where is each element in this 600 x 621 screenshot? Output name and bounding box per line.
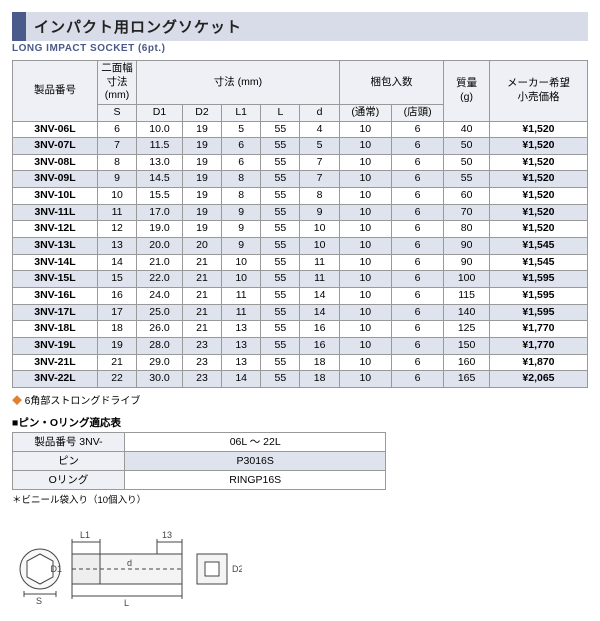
table-row: 3NV-17L1725.021115514106140¥1,595 <box>13 304 588 321</box>
page-title: インパクト用ロングソケット <box>26 12 588 41</box>
table-row: 3NV-16L1624.021115514106115¥1,595 <box>13 287 588 304</box>
svg-text:S: S <box>36 596 42 606</box>
table-row: 3NV-21L2129.023135518106160¥1,870 <box>13 354 588 371</box>
table-row: 3NV-22L2230.023145518106165¥2,065 <box>13 371 588 388</box>
ring-row: OリングRINGP16S <box>13 470 386 489</box>
ring-heading: ■ピン・Oリング適応表 <box>12 415 588 430</box>
page-subtitle: LONG IMPACT SOCKET (6pt.) <box>12 43 588 54</box>
ring-row: ピンP3016S <box>13 451 386 470</box>
ring-table: 製品番号 3NV-06L ～ 22LピンP3016SOリングRINGP16S <box>12 432 386 490</box>
svg-text:L1: L1 <box>80 530 90 540</box>
table-row: 3NV-15L1522.021105511106100¥1,595 <box>13 271 588 288</box>
strong-drive-text: 6角部ストロングドライブ <box>25 396 141 407</box>
spec-table: 製品番号 二面幅寸法(mm) 寸法 (mm) 梱包入数 質量(g) メーカー希望… <box>12 60 588 388</box>
diagram-row: S L1 13 L D1 <box>12 514 588 609</box>
spec-table-head: 製品番号 二面幅寸法(mm) 寸法 (mm) 梱包入数 質量(g) メーカー希望… <box>13 61 588 122</box>
svg-text:d: d <box>127 558 132 568</box>
title-bar: インパクト用ロングソケット <box>12 12 588 41</box>
table-row: 3NV-14L1421.02110551110690¥1,545 <box>13 254 588 271</box>
table-row: 3NV-07L711.519655510650¥1,520 <box>13 138 588 155</box>
table-row: 3NV-10L1015.519855810660¥1,520 <box>13 188 588 205</box>
table-row: 3NV-13L1320.0209551010690¥1,545 <box>13 238 588 255</box>
strong-drive-note: ◆ 6角部ストロングドライブ <box>12 392 588 407</box>
spec-table-body: 3NV-06L610.019555410640¥1,5203NV-07L711.… <box>13 121 588 387</box>
title-accent <box>12 12 26 41</box>
table-row: 3NV-19L1928.023135516106150¥1,770 <box>13 337 588 354</box>
svg-text:D2: D2 <box>232 564 242 574</box>
socket-diagram: S L1 13 L D1 <box>12 514 242 609</box>
table-row: 3NV-18L1826.021135516106125¥1,770 <box>13 321 588 338</box>
table-row: 3NV-11L1117.019955910670¥1,520 <box>13 204 588 221</box>
svg-text:L: L <box>124 598 129 608</box>
table-row: 3NV-06L610.019555410640¥1,520 <box>13 121 588 138</box>
diamond-icon: ◆ <box>12 396 22 407</box>
vinyl-note: ＊ビニール袋入り（10個入り） <box>12 492 588 506</box>
table-row: 3NV-12L1219.0199551010680¥1,520 <box>13 221 588 238</box>
table-row: 3NV-08L813.019655710650¥1,520 <box>13 154 588 171</box>
table-row: 3NV-09L914.519855710655¥1,520 <box>13 171 588 188</box>
ring-row: 製品番号 3NV-06L ～ 22L <box>13 432 386 451</box>
svg-text:13: 13 <box>162 530 172 540</box>
svg-text:D1: D1 <box>50 564 62 574</box>
